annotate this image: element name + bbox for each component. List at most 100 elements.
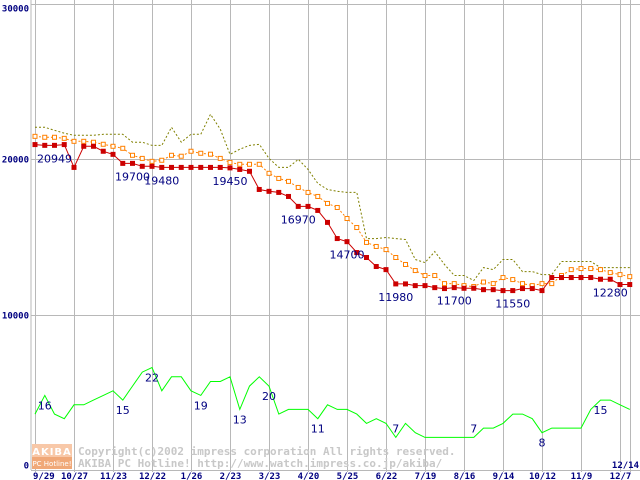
series-average-point xyxy=(510,277,516,283)
pc-hotline-logo xyxy=(32,457,72,469)
series-average-point xyxy=(373,243,379,249)
series-average-point xyxy=(422,273,428,279)
series-average-point xyxy=(627,274,633,280)
series-average-point xyxy=(256,161,262,167)
series-average-point xyxy=(266,170,272,176)
series-min-point xyxy=(451,285,457,291)
series-average-point xyxy=(247,161,252,167)
min-price-label: 19450 xyxy=(213,175,248,188)
series-min-point xyxy=(139,163,145,169)
series-min-point xyxy=(549,275,555,281)
x-tick-label: 12/7 xyxy=(610,472,632,480)
count-label: 19 xyxy=(194,399,208,412)
series-average-point xyxy=(568,267,574,273)
x-tick-label: 8/16 xyxy=(454,472,476,480)
x-tick-label: 11/23 xyxy=(100,472,127,480)
copyright-line: Copyright(c)2002 impress corporation All… xyxy=(78,445,456,458)
series-average-point xyxy=(403,261,408,267)
series-min-point xyxy=(520,286,525,292)
series-average-point xyxy=(52,134,57,140)
count-label: 7 xyxy=(470,422,477,435)
series-min-point xyxy=(71,164,77,170)
count-label: 20 xyxy=(262,390,276,403)
series-min-point xyxy=(539,288,545,294)
series-min-point xyxy=(149,163,155,169)
series-min-point xyxy=(471,285,477,291)
series-average-point xyxy=(295,184,301,190)
min-price-label: 19480 xyxy=(144,174,179,187)
series-average-point xyxy=(227,159,233,165)
series-average-point xyxy=(412,268,418,274)
series-average-point xyxy=(344,216,350,222)
grid xyxy=(30,0,640,472)
series-min-point xyxy=(61,142,67,148)
series-average-point xyxy=(169,152,174,158)
min-price-label: 14700 xyxy=(330,249,365,262)
series-average-point xyxy=(42,134,48,140)
series-min-point xyxy=(32,142,38,148)
series-min-point xyxy=(500,288,506,294)
series-average-point xyxy=(598,267,603,273)
series-min-point xyxy=(490,287,496,293)
series-min-point xyxy=(325,219,330,225)
count-label: 15 xyxy=(116,404,130,417)
x-tick-label: 9/29 xyxy=(33,472,55,480)
min-price-label: 11550 xyxy=(495,298,530,311)
series-min-point xyxy=(178,164,184,170)
series-average-point xyxy=(81,138,87,144)
series-min-point xyxy=(442,286,447,292)
series-min-point xyxy=(432,285,438,291)
series-average-point xyxy=(520,281,525,287)
series-average-point xyxy=(91,139,96,145)
x-tick-label: 4/20 xyxy=(298,472,320,480)
series-count-line xyxy=(34,366,631,439)
min-price-label: 11980 xyxy=(378,291,413,304)
series-average-point xyxy=(139,155,145,161)
series-average-point xyxy=(500,275,506,281)
min-price-label: 12280 xyxy=(593,286,628,299)
series-min-point xyxy=(315,207,321,213)
x-tick-label: 5/25 xyxy=(337,472,359,480)
series-average-point xyxy=(159,157,165,163)
y-tick-label: 30000 xyxy=(2,5,29,15)
y-tick-label: 20000 xyxy=(2,156,29,166)
count-label: 16 xyxy=(38,399,52,412)
series-average-point xyxy=(178,153,184,159)
x-tick-label: 2/23 xyxy=(220,472,242,480)
series-min-point xyxy=(100,148,106,154)
series-average-point xyxy=(120,145,126,151)
series-min-point xyxy=(110,151,116,157)
series-average-point xyxy=(364,239,369,245)
min-price-label: 11700 xyxy=(437,295,472,308)
series xyxy=(32,113,633,439)
series-min-point xyxy=(383,267,389,273)
series-min-point xyxy=(217,164,223,170)
series-min-point xyxy=(481,287,486,293)
series-min-point xyxy=(568,275,574,281)
series-min-point xyxy=(295,203,301,209)
count-label: 15 xyxy=(594,404,608,417)
y-tick-label: 0 xyxy=(24,462,29,472)
series-min-point xyxy=(334,236,340,242)
series-average-point xyxy=(130,152,135,158)
series-min-point xyxy=(344,239,350,245)
series-min-point xyxy=(422,283,428,289)
logo-text-akiba: AKIBA xyxy=(32,447,72,458)
x-tick-label: 7/19 xyxy=(415,472,437,480)
min-price-label: 16970 xyxy=(281,213,316,226)
series-min-line xyxy=(34,144,630,292)
series-min-point xyxy=(559,275,564,281)
count-label: 8 xyxy=(539,437,546,450)
x-tick-label: 9/14 xyxy=(493,472,515,480)
series-min-point xyxy=(393,281,399,287)
series-average-point xyxy=(276,175,282,181)
series-average-point xyxy=(549,281,555,287)
series-min-point xyxy=(403,281,408,287)
series-average-point xyxy=(481,279,486,285)
series-min-point xyxy=(588,275,594,281)
logo-text-pc-hotline: PC Hotline! xyxy=(32,460,71,468)
series-average-point xyxy=(305,189,311,195)
series-min-point xyxy=(364,255,369,261)
series-average-point xyxy=(442,281,447,287)
x-tick-label: 10/27 xyxy=(61,472,88,480)
